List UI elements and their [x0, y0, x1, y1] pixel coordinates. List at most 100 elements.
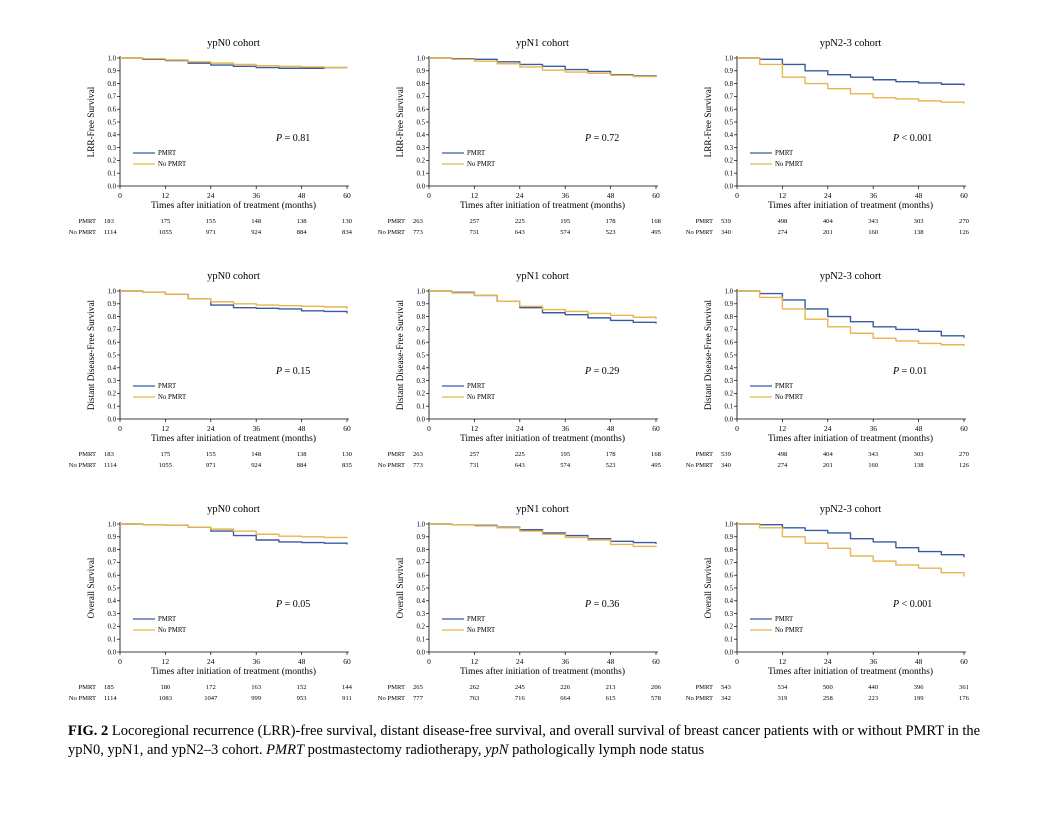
- panel-title: ypN0 cohort: [207, 38, 260, 49]
- at-risk-value: 160: [868, 229, 879, 236]
- p-value-symbol: P: [584, 599, 591, 610]
- y-axis-label: Overall Survival: [86, 557, 96, 618]
- y-tick-label: 0.1: [108, 171, 117, 178]
- p-value-operator: <: [899, 133, 910, 144]
- legend-label: No PMRT: [775, 394, 804, 401]
- p-value-symbol: P: [275, 599, 282, 610]
- p-value-operator: =: [591, 599, 602, 610]
- at-risk-value: 176: [959, 695, 970, 702]
- x-tick-label: 12: [471, 657, 479, 666]
- at-risk-value: 199: [914, 695, 925, 702]
- at-risk-value: 498: [777, 451, 788, 458]
- legend-label: PMRT: [467, 150, 486, 157]
- x-tick-label: 12: [162, 424, 170, 433]
- x-tick-label: 60: [343, 657, 351, 666]
- km-panel: ypN2-3 cohort 0.0 0.1 0.2 0.3 0.4 0.5 0.6 0.7 0.8…: [686, 38, 970, 236]
- y-axis-label: Overall Survival: [395, 557, 405, 618]
- at-risk-value: 643: [515, 462, 526, 469]
- y-tick-label: 0.0: [417, 183, 426, 190]
- x-tick-label: 0: [427, 191, 431, 200]
- caption-label: FIG. 2: [68, 723, 109, 739]
- at-risk-value: 884: [297, 462, 308, 469]
- p-value: P < 0.001: [892, 599, 932, 610]
- p-value: P = 0.05: [275, 599, 310, 610]
- p-value-operator: =: [591, 133, 602, 144]
- at-risk-value: 534: [777, 684, 788, 691]
- p-value: P = 0.36: [584, 599, 619, 610]
- y-tick-label: 1.0: [417, 288, 426, 295]
- at-risk-value: 971: [206, 462, 216, 469]
- at-risk-row-label: PMRT: [78, 218, 96, 225]
- at-risk-row-label: PMRT: [695, 451, 713, 458]
- y-tick-label: 0.5: [108, 585, 117, 592]
- p-value-number: 0.36: [602, 599, 620, 610]
- x-tick-label: 48: [607, 657, 615, 666]
- y-tick-label: 1.0: [725, 521, 734, 528]
- at-risk-row-label: No PMRT: [686, 695, 713, 702]
- y-tick-label: 0.4: [417, 365, 426, 372]
- x-axis-label: Times after initiation of treatment (mon…: [151, 433, 316, 444]
- km-panel: ypN1 cohort 0.0 0.1 0.2 0.3 0.4 0.5 0.6 0.7 0.8 0.…: [378, 38, 662, 236]
- panel-title: ypN2-3 cohort: [820, 38, 882, 49]
- x-tick-label: 24: [824, 657, 832, 666]
- y-tick-label: 0.7: [725, 560, 734, 567]
- x-tick-label: 12: [471, 191, 479, 200]
- at-risk-value: 731: [469, 462, 479, 469]
- at-risk-row-label: No PMRT: [378, 229, 405, 236]
- series-line-no-pmrt: [737, 290, 965, 347]
- at-risk-value: 138: [297, 451, 308, 458]
- legend-label: PMRT: [158, 150, 177, 157]
- y-axis-label: Distant Disease-Free Survival: [395, 299, 405, 410]
- p-value: P < 0.001: [892, 133, 932, 144]
- y-tick-label: 0.3: [108, 145, 117, 152]
- y-tick-label: 0.3: [725, 611, 734, 618]
- p-value: P = 0.29: [584, 366, 619, 377]
- km-panel: ypN0 cohort 0.0 0.1 0.2 0.3 0.4 0.5 0.6 0.7 0.8 0.…: [69, 38, 353, 236]
- x-tick-label: 0: [735, 424, 739, 433]
- y-tick-label: 0.8: [417, 314, 426, 321]
- y-tick-label: 0.7: [108, 94, 117, 101]
- x-tick-label: 60: [343, 424, 351, 433]
- km-panel: ypN0 cohort 0.0 0.1 0.2 0.3 0.4 0.5 0.6 0.7 0.8 0.…: [69, 504, 353, 702]
- y-tick-label: 0.4: [417, 132, 426, 139]
- y-tick-label: 0.7: [108, 560, 117, 567]
- y-tick-label: 0.2: [108, 624, 117, 631]
- at-risk-value: 274: [777, 229, 788, 236]
- y-tick-label: 0.4: [417, 598, 426, 605]
- caption-part: PMRT: [266, 742, 305, 758]
- x-axis-label: Times after initiation of treatment (mon…: [460, 200, 625, 211]
- legend-label: No PMRT: [775, 627, 804, 634]
- y-tick-label: 0.9: [108, 301, 117, 308]
- at-risk-value: 1114: [104, 695, 117, 702]
- series-line-no-pmrt: [737, 57, 965, 104]
- at-risk-value: 201: [823, 462, 833, 469]
- at-risk-value: 172: [206, 684, 216, 691]
- caption-part: pathologically lymph node status: [508, 742, 705, 758]
- x-tick-label: 48: [607, 424, 615, 433]
- at-risk-value: 303: [914, 218, 925, 225]
- at-risk-value: 257: [469, 451, 480, 458]
- at-risk-value: 773: [413, 229, 424, 236]
- at-risk-value: 777: [413, 695, 424, 702]
- x-tick-label: 0: [427, 657, 431, 666]
- y-tick-label: 0.6: [108, 107, 117, 114]
- x-tick-label: 36: [561, 657, 569, 666]
- y-tick-label: 0.5: [725, 352, 734, 359]
- y-tick-label: 0.5: [725, 585, 734, 592]
- p-value-symbol: P: [892, 133, 899, 144]
- at-risk-value: 175: [160, 218, 171, 225]
- p-value-operator: =: [591, 366, 602, 377]
- p-value-number: 0.001: [910, 133, 933, 144]
- at-risk-value: 178: [606, 218, 617, 225]
- x-tick-label: 48: [915, 657, 923, 666]
- panel-title: ypN2-3 cohort: [820, 504, 882, 515]
- at-risk-value: 495: [651, 462, 662, 469]
- y-tick-label: 0.0: [725, 183, 734, 190]
- legend-label: No PMRT: [467, 161, 496, 168]
- y-tick-label: 0.8: [725, 81, 734, 88]
- y-tick-label: 0.5: [108, 352, 117, 359]
- at-risk-value: 835: [342, 462, 353, 469]
- x-tick-label: 24: [516, 657, 524, 666]
- y-tick-label: 0.7: [725, 94, 734, 101]
- p-value-number: 0.72: [602, 133, 620, 144]
